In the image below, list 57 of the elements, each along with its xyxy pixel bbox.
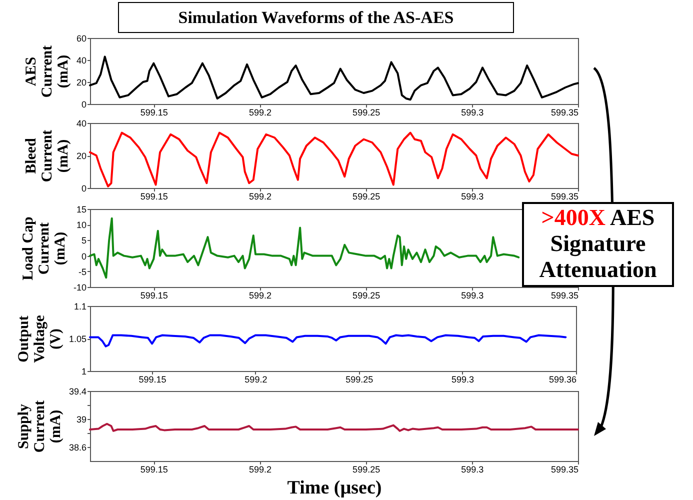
y-tick-label: 1.1: [74, 302, 86, 312]
x-tick-label: 599.2: [244, 374, 268, 384]
x-tick-label: 599.3: [461, 290, 484, 300]
y-tick-label: -5: [78, 266, 86, 277]
line-series: [89, 422, 579, 432]
y-tick-label: 60: [76, 34, 86, 44]
y-tick-label: 20: [76, 78, 86, 88]
y-axis-title: Output Voltage (V): [16, 314, 64, 363]
y-tick-label: 1: [81, 366, 86, 376]
x-axis-title: Time (µsec): [287, 478, 382, 498]
y-tick-label: 1.05: [68, 334, 86, 344]
y-tick-label: 38.6: [68, 442, 86, 452]
chart-title: Simulation Waveforms of the AS-AES: [118, 2, 514, 33]
x-tick-label: 599.25: [346, 374, 374, 384]
y-tick-label: 39: [76, 414, 86, 424]
line-series: [89, 217, 520, 279]
x-tick-label: 599.2: [248, 108, 272, 118]
x-tick-label: 599.2: [248, 464, 272, 474]
x-tick-label: 599.2: [248, 192, 272, 202]
x-tick-label: 599.3: [461, 192, 484, 202]
x-tick-label: 599.25: [352, 290, 380, 300]
x-tick-label: 599.35: [550, 464, 578, 474]
y-tick-label: 5: [81, 236, 86, 246]
x-tick-label: 599.25: [352, 464, 380, 474]
y-tick-label: 0: [81, 184, 86, 194]
x-tick-label: 599.3: [451, 374, 474, 384]
y-tick-label: 10: [76, 220, 86, 230]
y-axis-title: AES Current (mA): [23, 45, 72, 98]
x-tick-label: 599.15: [140, 192, 168, 202]
y-tick-label: 0: [81, 251, 86, 262]
line-series: [89, 56, 579, 101]
y-tick-label: -10: [73, 282, 86, 292]
x-tick-label: 599.25: [352, 108, 380, 118]
y-axis-title: Load Cap Current (mA): [20, 216, 68, 280]
x-tick-label: 599.35: [550, 290, 578, 300]
y-axis-title: Supply Current (mA): [16, 400, 64, 453]
x-tick-label: 599.3: [461, 464, 484, 474]
y-tick-label: 40: [76, 118, 86, 128]
x-tick-label: 599.36: [548, 374, 576, 384]
x-tick-label: 599.3: [461, 108, 484, 118]
x-tick-label: 599.15: [138, 374, 166, 384]
y-tick-label: 15: [76, 204, 86, 214]
x-tick-label: 599.2: [248, 290, 272, 300]
y-tick-label: 39.4: [68, 386, 86, 396]
x-tick-label: 599.25: [352, 192, 380, 202]
y-tick-label: 20: [76, 151, 86, 161]
x-tick-label: 599.35: [550, 108, 578, 118]
x-tick-label: 599.35: [550, 192, 578, 202]
line-series: [89, 132, 579, 188]
x-tick-label: 599.15: [140, 108, 168, 118]
y-axis-title: Bleed Current (mA): [23, 130, 72, 182]
y-tick-label: 0: [81, 100, 86, 110]
line-series: [89, 334, 567, 348]
x-tick-label: 599.15: [140, 290, 168, 300]
y-tick-label: 40: [76, 56, 86, 66]
x-tick-label: 599.15: [140, 464, 168, 474]
annotation: >400X AES Signature Attenuation: [522, 202, 674, 287]
